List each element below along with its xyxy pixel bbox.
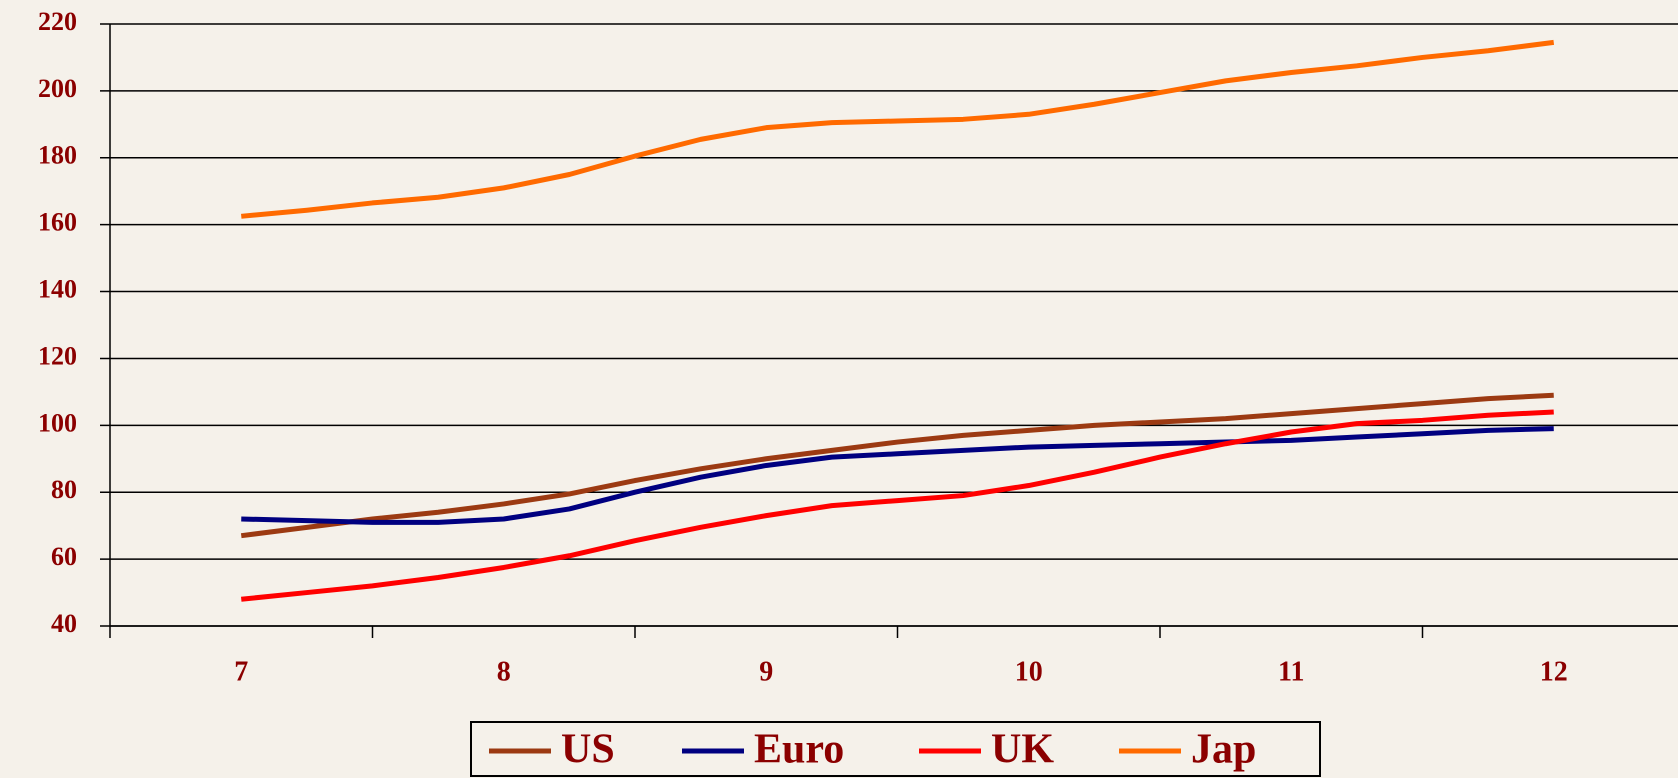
legend-label: US — [561, 727, 615, 773]
y-tick-label: 100 — [38, 408, 77, 437]
series-line — [241, 39, 1555, 219]
legend-label: Jap — [1191, 727, 1256, 773]
x-tick-label: 8 — [497, 656, 511, 687]
x-tick-label: 12 — [1540, 656, 1568, 687]
x-tick-label: 7 — [234, 656, 248, 687]
y-tick-label: 40 — [51, 609, 77, 638]
y-tick-label: 180 — [38, 141, 77, 170]
series-line — [241, 426, 1554, 525]
series-line — [240, 392, 1554, 539]
legend-label: Euro — [754, 727, 844, 773]
x-tick-label: 9 — [759, 656, 773, 687]
y-tick-label: 140 — [38, 275, 77, 304]
y-tick-label: 220 — [38, 7, 77, 36]
series-line — [240, 409, 1554, 602]
y-tick-label: 80 — [51, 475, 77, 504]
y-tick-label: 120 — [38, 341, 77, 370]
y-tick-label: 60 — [51, 542, 77, 571]
x-tick-label: 10 — [1015, 656, 1043, 687]
y-tick-label: 160 — [38, 208, 77, 237]
legend-label: UK — [991, 727, 1054, 773]
x-tick-label: 11 — [1278, 656, 1304, 687]
y-tick-label: 200 — [38, 74, 77, 103]
